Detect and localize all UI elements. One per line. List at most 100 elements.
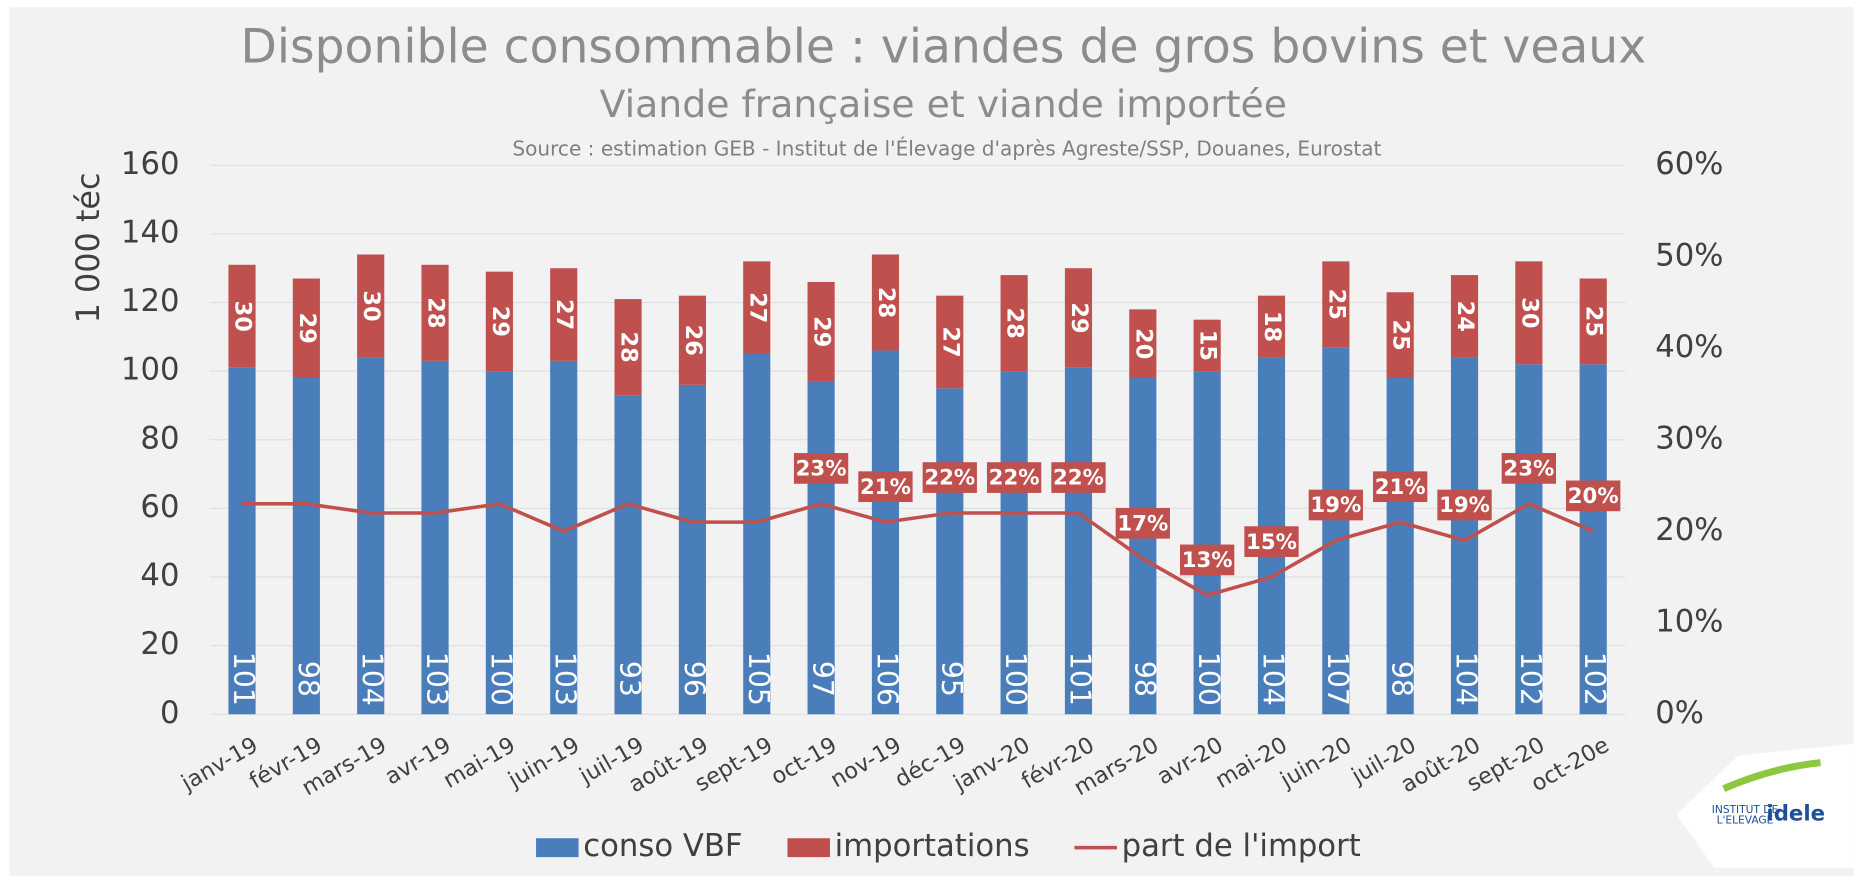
bar bbox=[1064, 268, 1093, 368]
bar bbox=[936, 388, 964, 715]
y2-tick-label: 30% bbox=[1655, 421, 1723, 456]
bar bbox=[1129, 309, 1157, 379]
y2-tick-label: 40% bbox=[1655, 330, 1723, 365]
y2-tick-label: 0% bbox=[1655, 696, 1704, 731]
bar bbox=[614, 299, 642, 396]
data-label: 25 bbox=[1323, 289, 1349, 320]
data-label: 22% bbox=[1053, 466, 1104, 491]
data-label-box bbox=[1373, 471, 1428, 503]
data-label-box bbox=[1437, 489, 1492, 521]
data-label: 17% bbox=[1117, 511, 1168, 536]
data-label: 102 bbox=[1514, 652, 1547, 706]
bar bbox=[1193, 371, 1221, 715]
data-label: 29 bbox=[809, 316, 835, 347]
bar bbox=[1129, 378, 1157, 715]
legend-label: conso VBF bbox=[583, 829, 742, 864]
logo-text: INSTITUT DE bbox=[1712, 803, 1779, 816]
bar bbox=[1450, 275, 1479, 358]
bar bbox=[421, 264, 449, 361]
data-label: 93 bbox=[613, 661, 646, 697]
data-label: 27 bbox=[937, 326, 963, 357]
data-label-box bbox=[1051, 462, 1106, 493]
bar bbox=[807, 381, 835, 715]
y2-tick-label: 60% bbox=[1655, 147, 1723, 182]
bar bbox=[678, 295, 706, 385]
data-label: 27 bbox=[744, 292, 770, 323]
data-label: 29 bbox=[294, 313, 320, 344]
bar bbox=[1000, 371, 1028, 715]
data-label: 95 bbox=[935, 661, 968, 697]
data-label: 96 bbox=[677, 661, 710, 697]
bar bbox=[357, 357, 385, 715]
y-tick-label: 20 bbox=[140, 627, 179, 662]
data-label: 30 bbox=[230, 301, 256, 332]
chart-subtitle: Viande française et viande importée bbox=[600, 82, 1287, 126]
y-tick-label: 80 bbox=[140, 421, 179, 456]
data-label: 102 bbox=[1578, 652, 1611, 706]
data-label: 26 bbox=[680, 325, 706, 356]
data-label: 23% bbox=[796, 457, 847, 482]
line bbox=[242, 501, 1594, 598]
legend-swatch bbox=[536, 838, 579, 858]
bar bbox=[228, 264, 256, 368]
legend-swatch bbox=[787, 838, 830, 858]
data-label: 15 bbox=[1195, 330, 1221, 361]
bar bbox=[1193, 319, 1221, 372]
bar bbox=[1579, 364, 1607, 715]
data-label-box bbox=[986, 462, 1042, 493]
data-label-box bbox=[1115, 507, 1170, 539]
y-tick-label: 160 bbox=[121, 147, 180, 182]
bar bbox=[228, 367, 256, 715]
data-label-box bbox=[1566, 480, 1621, 512]
data-label: 28 bbox=[616, 332, 642, 363]
data-label: 20 bbox=[1130, 328, 1156, 359]
data-label: 19% bbox=[1439, 493, 1490, 518]
bar bbox=[292, 378, 320, 715]
data-label-box bbox=[1501, 453, 1557, 484]
data-label: 15% bbox=[1246, 530, 1297, 555]
bar bbox=[421, 360, 449, 715]
data-label: 22% bbox=[989, 466, 1040, 491]
y2-tick-label: 50% bbox=[1655, 238, 1723, 273]
data-label: 98 bbox=[1128, 661, 1161, 697]
bar bbox=[1322, 261, 1350, 348]
bar bbox=[1000, 275, 1028, 372]
data-label: 28 bbox=[873, 287, 899, 318]
bar bbox=[485, 271, 513, 372]
data-label: 13% bbox=[1182, 548, 1233, 573]
data-label: 30 bbox=[358, 290, 384, 321]
data-label: 29 bbox=[487, 306, 513, 337]
data-label-box bbox=[793, 453, 849, 484]
bar bbox=[743, 353, 771, 715]
legend-label: part de l'import bbox=[1122, 829, 1361, 864]
bar bbox=[871, 350, 900, 715]
bar bbox=[1064, 367, 1093, 715]
data-label: 100 bbox=[484, 652, 517, 706]
bar bbox=[485, 371, 513, 715]
y2-tick-label: 10% bbox=[1655, 604, 1723, 639]
data-label: 18 bbox=[1259, 311, 1285, 342]
bar bbox=[678, 384, 706, 715]
data-label-box bbox=[922, 462, 977, 493]
data-label: 22% bbox=[924, 466, 975, 491]
y-axis-label: 1 000 téc bbox=[69, 172, 107, 323]
bar bbox=[1515, 261, 1543, 365]
y-tick-label: 140 bbox=[121, 215, 180, 250]
data-label: 24 bbox=[1452, 301, 1478, 332]
y-tick-label: 0 bbox=[160, 696, 180, 731]
data-label: 100 bbox=[999, 652, 1032, 706]
data-label: 19% bbox=[1310, 493, 1361, 518]
y-tick-label: 120 bbox=[121, 284, 180, 319]
bar bbox=[550, 360, 578, 715]
data-label: 103 bbox=[420, 652, 453, 706]
data-label-box bbox=[1308, 489, 1363, 521]
bar bbox=[550, 268, 578, 361]
data-label: 98 bbox=[291, 661, 324, 697]
data-label: 28 bbox=[1002, 308, 1028, 339]
bar bbox=[357, 254, 385, 358]
data-label: 25 bbox=[1388, 320, 1414, 351]
y-tick-label: 40 bbox=[140, 559, 179, 594]
bar bbox=[614, 395, 642, 715]
source: Source : estimation GEB - Institut de l'… bbox=[512, 136, 1381, 160]
